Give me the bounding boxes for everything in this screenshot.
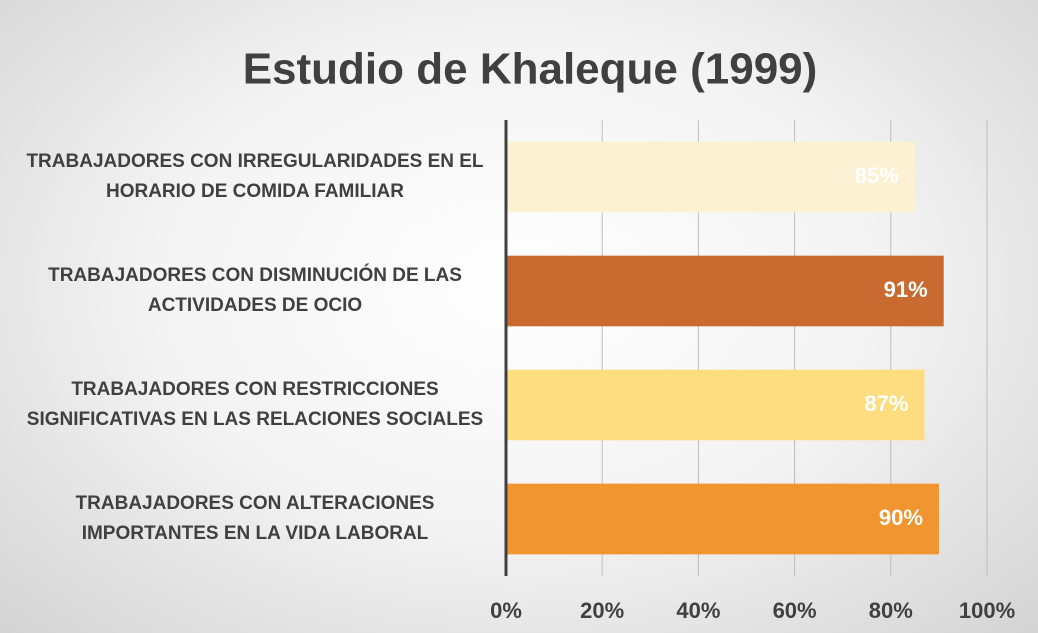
x-tick-label: 80% <box>869 598 913 623</box>
bar <box>506 369 925 441</box>
bar <box>506 141 915 213</box>
value-label: 91% <box>884 277 928 302</box>
chart-title: Estudio de Khaleque (1999) <box>243 45 818 94</box>
x-tick-label: 0% <box>490 598 522 623</box>
value-label: 87% <box>864 391 908 416</box>
x-tick-label: 100% <box>959 598 1015 623</box>
category-label: TRABAJADORES CON ALTERACIONES IMPORTANTE… <box>75 493 435 544</box>
x-tick-label: 20% <box>580 598 624 623</box>
x-tick-label: 40% <box>676 598 720 623</box>
category-label: TRABAJADORES CON RESTRICCIONES SIGNIFICA… <box>26 379 484 430</box>
value-label: 85% <box>855 163 899 188</box>
category-label: TRABAJADORES CON IRREGULARIDADES EN EL H… <box>26 151 484 202</box>
bar <box>506 255 944 327</box>
category-label: TRABAJADORES CON DISMINUCIÓN DE LAS ACTI… <box>48 265 462 316</box>
value-label: 90% <box>879 505 923 530</box>
bar <box>506 483 939 555</box>
x-tick-label: 60% <box>773 598 817 623</box>
